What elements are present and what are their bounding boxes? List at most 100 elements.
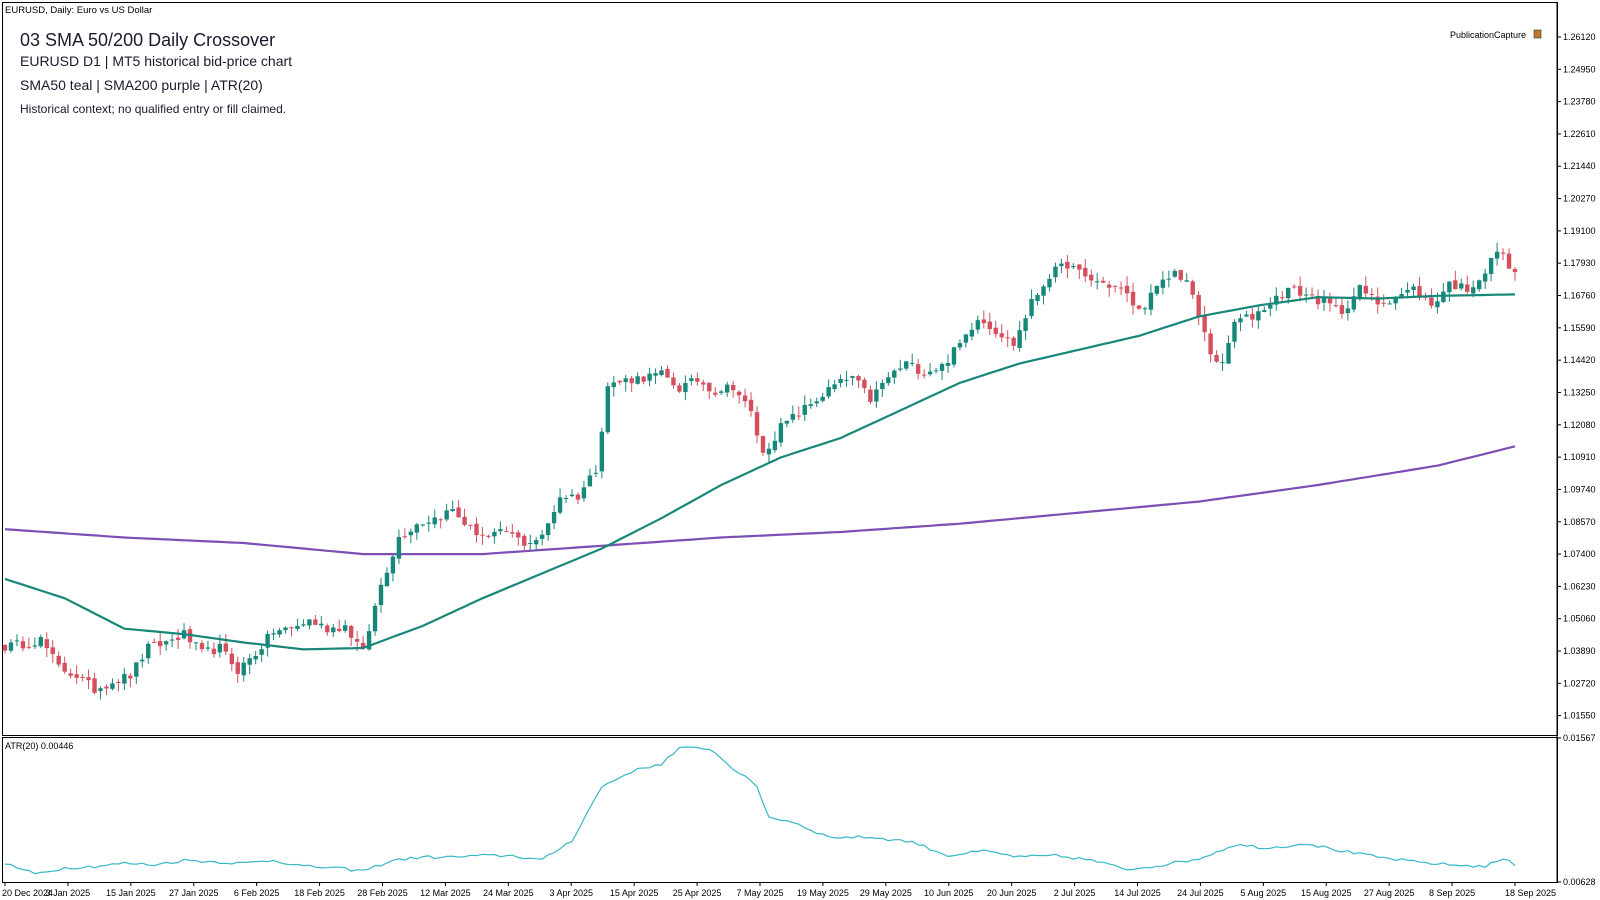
time-axis-label: 3 Apr 2025 bbox=[549, 888, 593, 898]
time-axis-label: 8 Sep 2025 bbox=[1429, 888, 1475, 898]
candle-body bbox=[575, 494, 581, 500]
candle-body bbox=[342, 625, 348, 631]
bear-candle bbox=[348, 624, 354, 647]
candle-body bbox=[122, 673, 127, 684]
candle-body bbox=[68, 673, 73, 676]
candle-body bbox=[175, 637, 181, 640]
atr-line bbox=[4, 746, 1516, 875]
candle-body bbox=[1256, 311, 1261, 321]
bull-candle bbox=[647, 367, 652, 387]
bear-candle bbox=[456, 500, 461, 518]
bull-candle bbox=[528, 534, 533, 551]
candle-body bbox=[1268, 304, 1273, 309]
candle-body bbox=[569, 494, 575, 497]
candle-body bbox=[1172, 271, 1178, 277]
candle-body bbox=[1363, 285, 1368, 294]
candle-body bbox=[1429, 297, 1434, 306]
candle-body bbox=[456, 507, 461, 518]
time-axis-label: 6 Feb 2025 bbox=[234, 888, 280, 898]
candle-body bbox=[498, 529, 503, 532]
candle-body bbox=[414, 524, 420, 533]
time-axis-label: 10 Jun 2025 bbox=[924, 888, 974, 898]
candle-body bbox=[665, 368, 670, 378]
candle-body bbox=[420, 524, 425, 526]
time-axis-label: 2 Jul 2025 bbox=[1054, 888, 1096, 898]
bull-candle bbox=[444, 503, 449, 522]
bull-candle bbox=[898, 359, 903, 372]
bear-candle bbox=[1089, 269, 1094, 287]
bull-candle bbox=[1059, 258, 1064, 273]
candle-body bbox=[1154, 286, 1160, 294]
candle-body bbox=[1190, 281, 1195, 295]
candle-body bbox=[975, 320, 981, 330]
candle-body bbox=[957, 343, 963, 348]
candle-body bbox=[1238, 318, 1243, 323]
bull-candle bbox=[390, 554, 396, 582]
bear-candle bbox=[1333, 297, 1339, 308]
bull-candle bbox=[38, 634, 44, 649]
bear-candle bbox=[20, 636, 26, 652]
candle-body bbox=[1494, 251, 1500, 259]
bull-candle bbox=[1160, 271, 1166, 295]
candle-body bbox=[1100, 280, 1106, 283]
candle-body bbox=[432, 517, 437, 525]
bull-candle bbox=[1447, 281, 1452, 302]
publication-capture-label: PublicationCapture bbox=[1450, 30, 1526, 40]
bull-candle bbox=[1482, 268, 1488, 289]
candle-body bbox=[223, 643, 229, 652]
bull-candle bbox=[1053, 262, 1058, 283]
candle-body bbox=[516, 532, 521, 538]
bull-candle bbox=[1184, 273, 1189, 282]
candle-body bbox=[927, 371, 933, 375]
candle-body bbox=[1160, 279, 1166, 288]
candle-body bbox=[1250, 313, 1255, 320]
bear-candle bbox=[44, 632, 49, 658]
price-axis-label: 1.19100 bbox=[1563, 226, 1596, 236]
candle-body bbox=[348, 625, 354, 638]
bear-candle bbox=[325, 623, 330, 636]
bull-candle bbox=[181, 623, 187, 640]
candle-body bbox=[880, 382, 885, 390]
atr-axis-label: 0.00628 bbox=[1563, 877, 1596, 887]
bull-candle bbox=[1220, 353, 1225, 371]
candle-body bbox=[629, 378, 634, 384]
candle-body bbox=[116, 681, 121, 683]
bull-candle bbox=[498, 521, 503, 535]
bull-candle bbox=[892, 368, 897, 385]
candle-body bbox=[1071, 266, 1076, 268]
candle-body bbox=[1280, 297, 1285, 299]
bear-candle bbox=[987, 312, 992, 336]
candle-body bbox=[2, 644, 8, 651]
candle-body bbox=[754, 412, 760, 436]
bull-candle bbox=[295, 618, 300, 632]
bear-candle bbox=[1124, 276, 1130, 302]
bear-candle bbox=[701, 379, 706, 391]
candle-body bbox=[1077, 264, 1082, 270]
price-axis-label: 1.17930 bbox=[1563, 258, 1596, 268]
candle-body bbox=[1339, 305, 1345, 314]
price-axis-label: 1.05060 bbox=[1563, 614, 1596, 624]
bear-candle bbox=[1136, 305, 1142, 311]
chart-subtitle: EURUSD D1 | MT5 historical bid-price cha… bbox=[20, 53, 292, 69]
bear-candle bbox=[665, 365, 670, 379]
bull-candle bbox=[205, 640, 211, 652]
candle-body bbox=[1303, 294, 1309, 296]
bull-candle bbox=[623, 374, 628, 392]
bull-candle bbox=[939, 362, 945, 380]
bull-candle bbox=[265, 630, 270, 657]
chart-title: 03 SMA 50/200 Daily Crossover bbox=[20, 30, 275, 50]
candle-body bbox=[86, 677, 91, 681]
candle-body bbox=[1351, 296, 1357, 310]
candle-body bbox=[909, 362, 915, 364]
candle-body bbox=[259, 649, 264, 655]
bear-candle bbox=[868, 385, 873, 405]
bull-candle bbox=[766, 442, 772, 463]
candle-body bbox=[92, 678, 97, 693]
candle-body bbox=[641, 376, 646, 382]
bull-candle bbox=[259, 644, 264, 663]
time-axis-label: 24 Jul 2025 bbox=[1177, 888, 1224, 898]
candle-body bbox=[444, 510, 449, 520]
bear-candle bbox=[695, 372, 700, 386]
candle-body bbox=[104, 686, 109, 689]
candle-body bbox=[378, 584, 384, 605]
